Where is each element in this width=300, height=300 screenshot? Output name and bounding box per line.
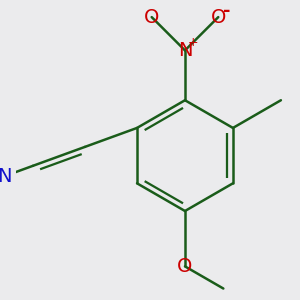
Text: +: + bbox=[188, 36, 198, 49]
Text: O: O bbox=[177, 257, 193, 276]
Text: O: O bbox=[144, 8, 159, 27]
Text: N: N bbox=[178, 41, 192, 60]
Text: O: O bbox=[211, 8, 226, 27]
Text: -: - bbox=[223, 2, 230, 20]
Text: N: N bbox=[0, 167, 12, 186]
